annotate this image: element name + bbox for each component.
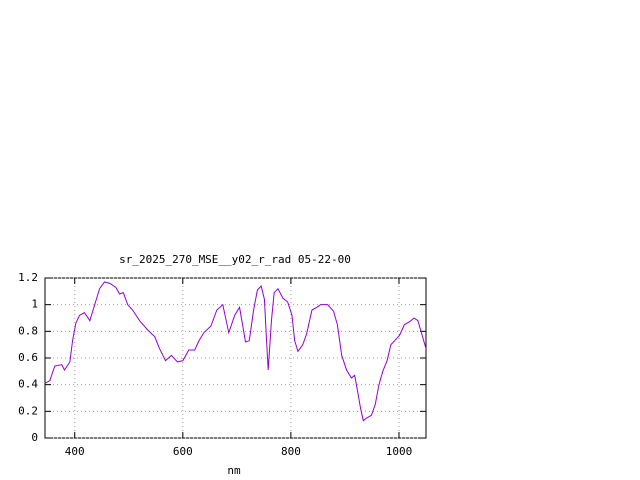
chart-title: sr_2025_270_MSE__y02_r_rad 05-22-00 [119,253,351,266]
x-tick-label: 400 [65,445,85,458]
x-axis-label: nm [227,464,241,477]
x-tick-label: 600 [173,445,193,458]
y-tick-label: 0.4 [18,378,38,391]
plot-border [44,277,427,439]
x-tick-label: 1000 [386,445,413,458]
y-tick-label: 0.8 [18,324,38,337]
y-tick-label: 0.2 [18,404,38,417]
y-tick-label: 1 [31,298,38,311]
y-tick-label: 0.6 [18,351,38,364]
x-tick-label: 800 [281,445,301,458]
y-tick-label: 0 [31,431,38,444]
y-tick-label: 1.2 [18,271,38,284]
data-line [44,281,427,422]
